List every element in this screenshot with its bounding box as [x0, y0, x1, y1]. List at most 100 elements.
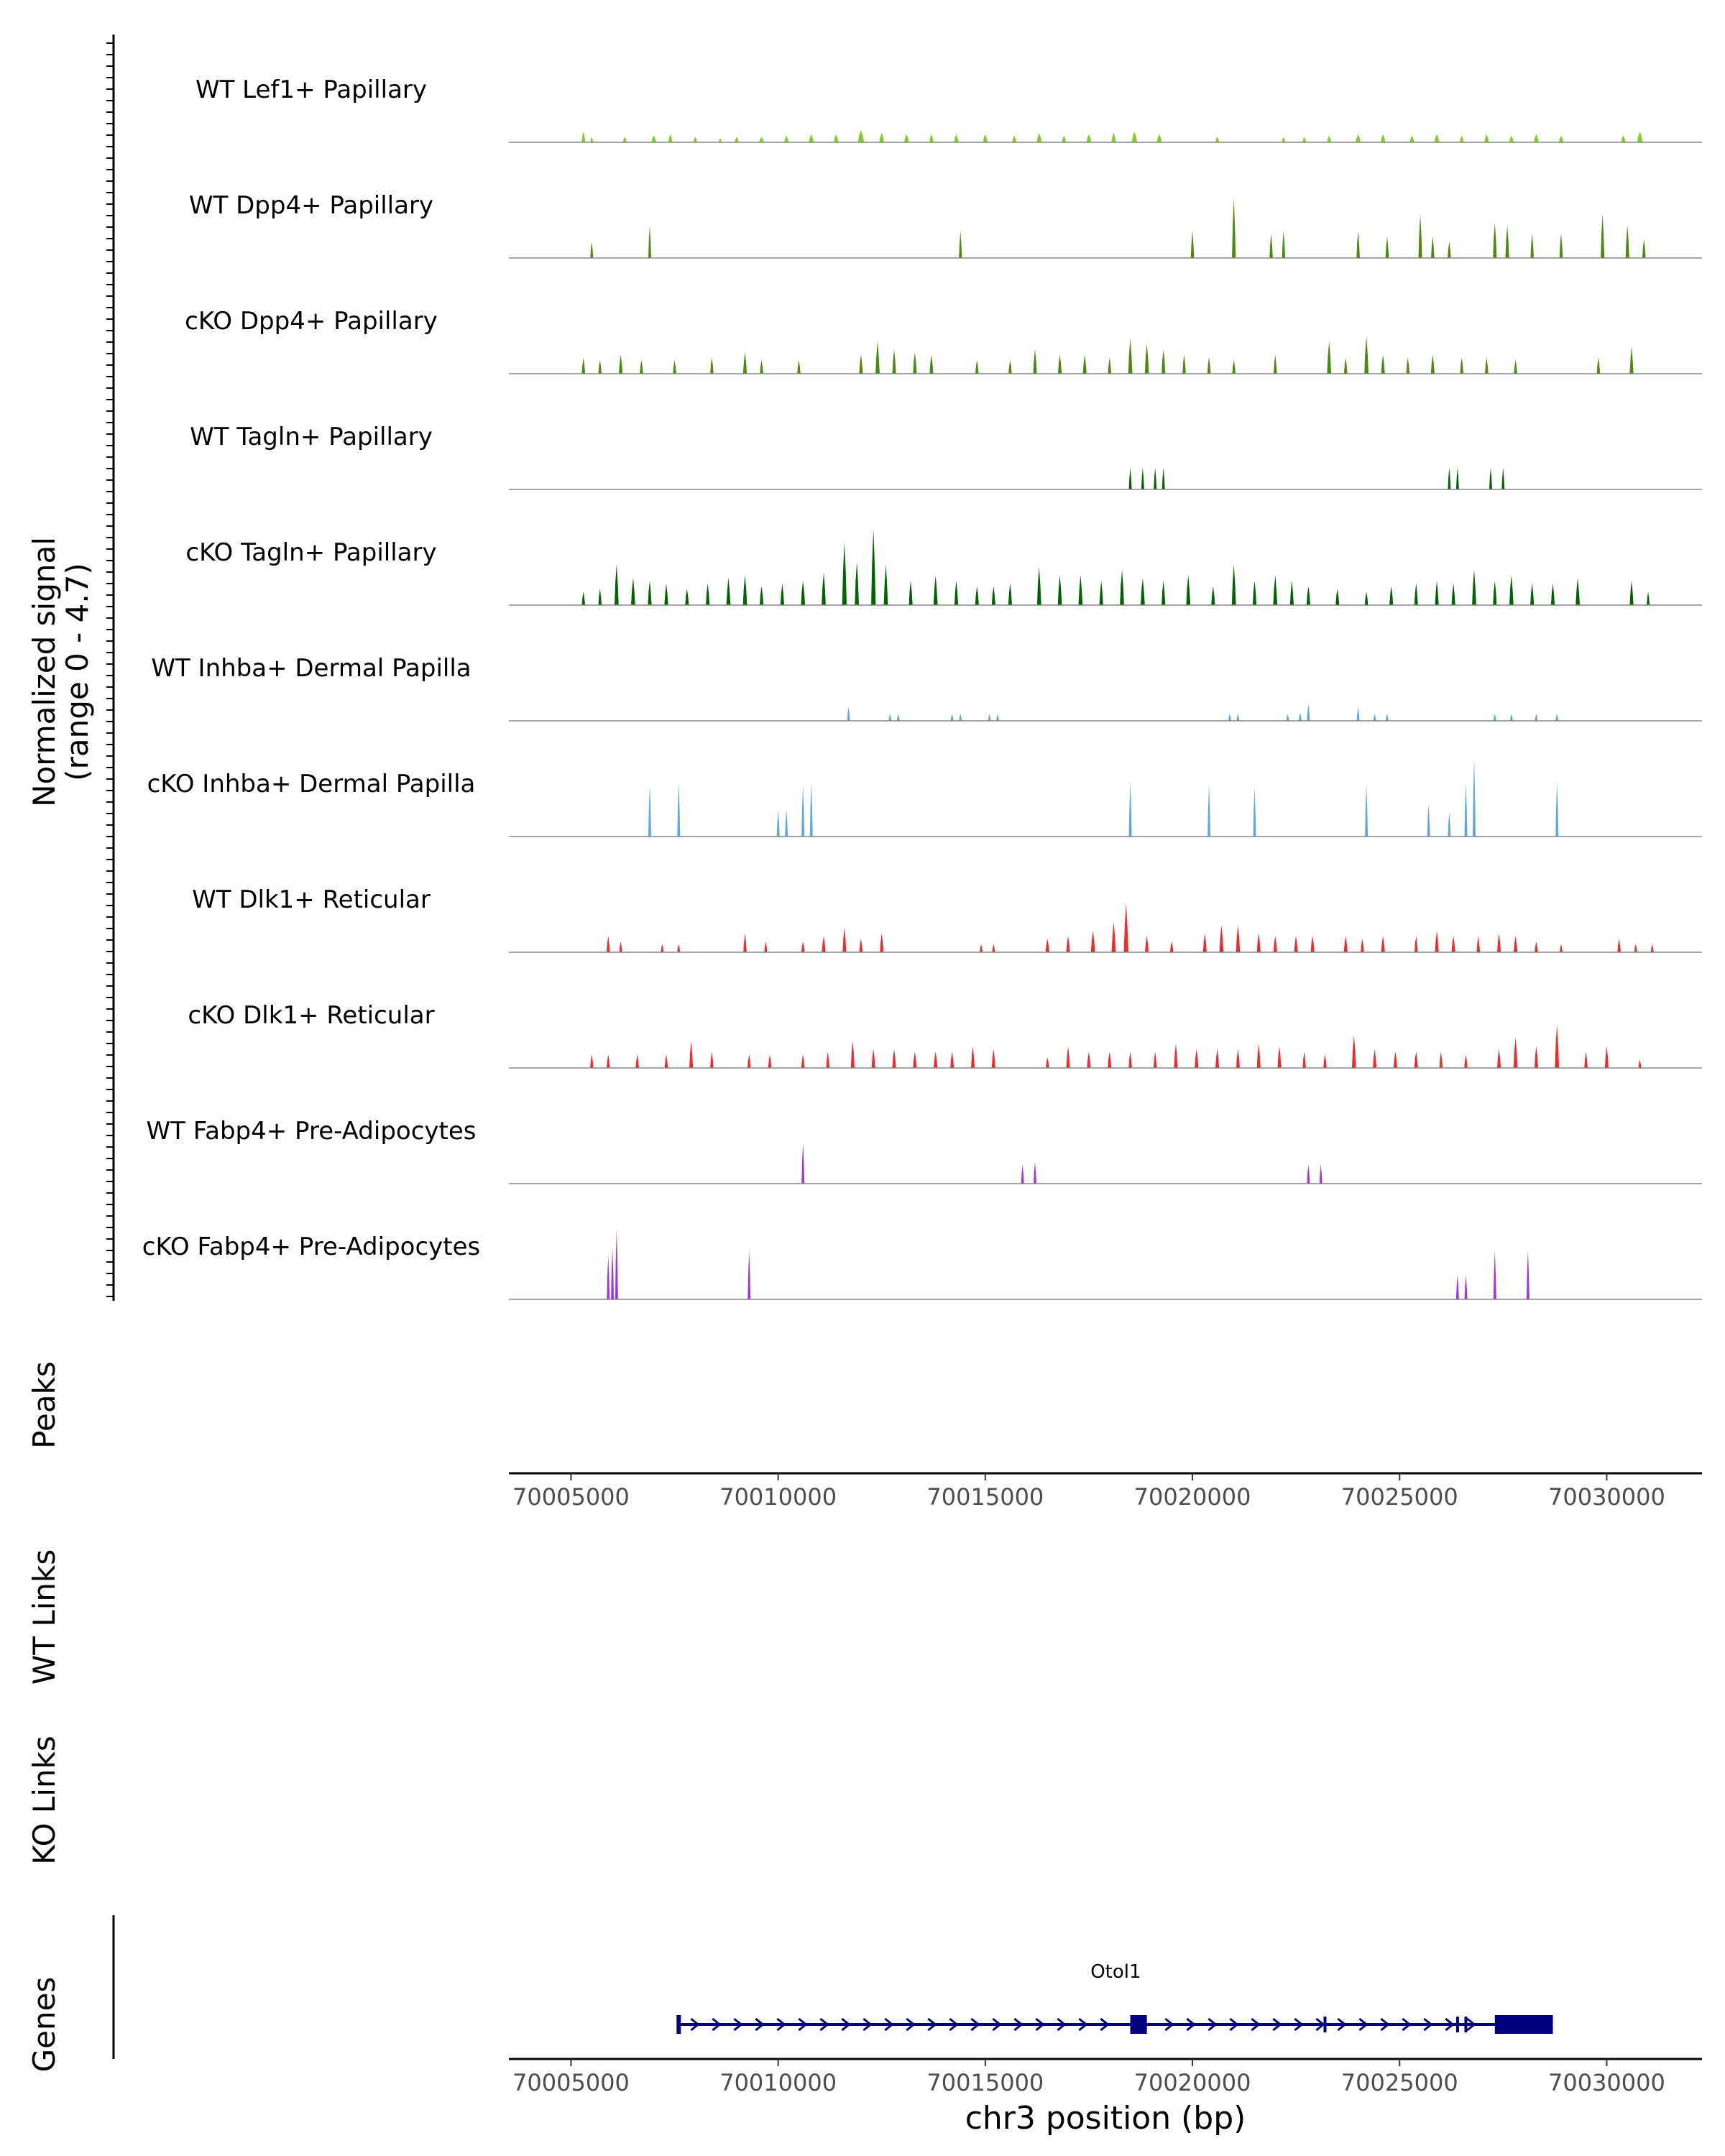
signal-peak — [1154, 467, 1157, 489]
signal-peak — [1008, 583, 1012, 605]
signal-peak — [1286, 714, 1289, 721]
signal-peak — [622, 137, 627, 142]
signal-peak — [710, 1051, 714, 1068]
signal-peak — [1439, 1051, 1443, 1068]
signal-peak — [1489, 467, 1492, 489]
signal-peak — [776, 809, 780, 837]
signal-peak — [859, 939, 863, 952]
signal-peak — [896, 714, 900, 721]
signal-peak — [768, 1054, 772, 1068]
signal-peak — [1036, 567, 1041, 605]
gene-model — [676, 2015, 1553, 2034]
track-label: cKO Inhba+ Dermal Papilla — [147, 770, 476, 798]
signal-peak — [1058, 354, 1062, 374]
signal-peak — [651, 135, 657, 142]
signal-peak — [1344, 357, 1348, 374]
signal-peak — [1493, 1250, 1496, 1299]
strand-chevron — [1380, 2017, 1390, 2032]
signal-peak — [801, 1143, 805, 1184]
signal-peak — [1558, 135, 1564, 142]
signal-peak — [1460, 357, 1463, 374]
signal-peak — [1090, 930, 1095, 952]
signal-peak — [1141, 578, 1145, 605]
signal-peak — [780, 583, 784, 605]
signal-peak — [685, 589, 689, 605]
signal-peak — [743, 933, 747, 952]
strand-chevron — [755, 2017, 765, 2032]
signal-peak — [1302, 137, 1307, 142]
signal-peak — [801, 580, 806, 605]
signal-peak — [908, 580, 913, 605]
signal-peak — [1108, 1051, 1112, 1068]
signal-peak — [735, 137, 739, 142]
signal-peak — [1215, 1049, 1220, 1068]
signal-peak — [693, 137, 697, 142]
strand-chevron — [1078, 2017, 1088, 2032]
signal-peak — [1131, 131, 1138, 142]
signal-peak — [1535, 714, 1538, 721]
signal-peak — [1111, 132, 1116, 142]
strand-chevron — [1057, 2017, 1067, 2032]
signal-peak — [590, 1054, 594, 1068]
signal-peak — [1236, 714, 1240, 721]
signal-peak — [1162, 580, 1166, 605]
strand-chevron — [1315, 2017, 1325, 2032]
signal-peak — [1555, 1024, 1560, 1068]
signal-peak — [1253, 787, 1256, 837]
peaks-panel-label: Peaks — [27, 1361, 62, 1449]
signal-peak — [1277, 1046, 1282, 1068]
ko-links-label: KO Links — [27, 1736, 62, 1865]
strand-chevron — [733, 2017, 743, 2032]
signal-peak — [1012, 135, 1017, 142]
signal-peak — [1448, 241, 1451, 258]
signal-peak — [954, 134, 959, 142]
signal-peak — [1534, 134, 1539, 142]
signal-peak — [1625, 225, 1629, 258]
signal-peak — [1497, 933, 1501, 952]
signal-peak — [784, 135, 789, 142]
gene-exon — [1130, 2015, 1147, 2034]
x-tick-label: 70015000 — [926, 2069, 1044, 2096]
track: cKO Dpp4+ Papillary — [185, 307, 1702, 374]
strand-chevron — [776, 2017, 786, 2032]
signal-peak — [648, 225, 651, 258]
x-axis-label: chr3 position (bp) — [965, 2100, 1246, 2137]
signal-peak — [847, 707, 850, 721]
signal-peak — [1514, 936, 1518, 952]
track: cKO Tagln+ Papillary — [185, 529, 1702, 606]
strand-chevron — [1208, 2017, 1218, 2032]
x-tick-label: 70010000 — [719, 2069, 837, 2096]
signal-peak — [1323, 1054, 1327, 1068]
signal-peak — [913, 1051, 917, 1068]
signal-peak — [1555, 714, 1559, 721]
signal-peak — [822, 572, 826, 605]
y-axis-range-label: (range 0 - 4.7) — [60, 563, 95, 781]
track: WT Tagln+ Papillary — [190, 423, 1702, 490]
signal-peak — [1128, 467, 1132, 489]
track-label: cKO Dlk1+ Reticular — [188, 1001, 434, 1030]
x-tick-label: 70005000 — [512, 2069, 630, 2096]
signal-peak — [801, 941, 805, 952]
signal-peak — [1560, 944, 1563, 952]
strand-chevron — [1358, 2017, 1368, 2032]
signal-peak — [619, 354, 623, 374]
signal-peak — [1647, 591, 1650, 605]
signal-peak — [760, 586, 764, 605]
signal-peak — [1256, 1043, 1261, 1068]
signal-peak — [1617, 939, 1621, 952]
signal-peak — [1087, 1051, 1091, 1068]
signal-peak — [1513, 1038, 1518, 1068]
signal-peak — [1364, 336, 1368, 374]
strand-chevron — [1035, 2017, 1045, 2032]
signal-peak — [959, 231, 962, 258]
track-label: WT Fabp4+ Pre-Adipocytes — [147, 1117, 477, 1146]
signal-peak — [1228, 714, 1231, 721]
strand-chevron — [690, 2017, 700, 2032]
strand-chevron — [1164, 2017, 1174, 2032]
signal-peak — [1576, 578, 1580, 605]
gene-label: Otol1 — [1090, 1961, 1141, 1983]
signal-peak — [1145, 936, 1149, 952]
signal-peak — [857, 130, 865, 142]
signal-peak — [640, 360, 643, 374]
signal-peak — [1509, 714, 1513, 721]
